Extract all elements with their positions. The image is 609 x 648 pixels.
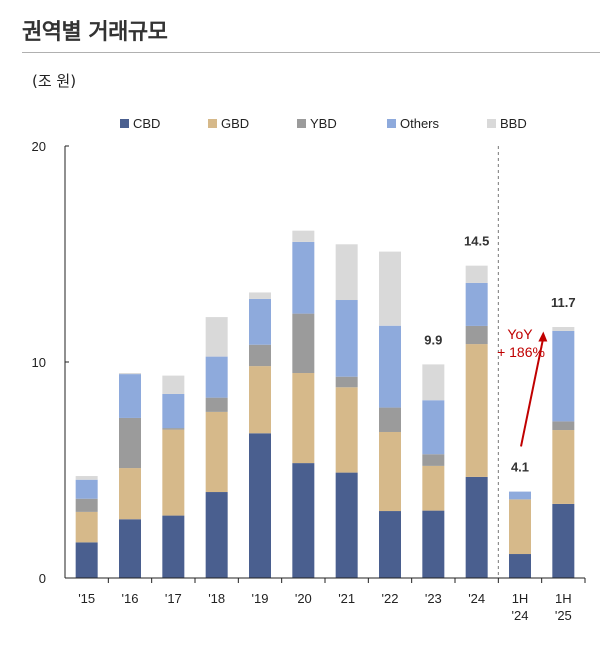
bar-segment-bbd (379, 251, 401, 326)
bar-segment-cbd (465, 476, 488, 578)
yoy-growth-label: + 186% (497, 344, 545, 360)
bar-segment-others (379, 325, 401, 408)
x-tick-label: '24 (468, 591, 485, 606)
bar-segment-cbd (379, 511, 401, 578)
x-tick-label: '20 (295, 591, 312, 606)
bar-segment-bbd (422, 364, 445, 401)
bar-segment-gbd (205, 411, 228, 493)
x-tick-label: '25 (555, 608, 572, 623)
y-tick-label: 10 (32, 355, 46, 370)
bar-segment-bbd (465, 265, 488, 283)
yoy-arrowhead-icon (538, 331, 548, 342)
bar-segment-cbd (119, 519, 141, 578)
bar-segment-cbd (162, 515, 185, 578)
bar-segment-cbd (75, 542, 98, 578)
bar-segment-ybd (422, 454, 445, 466)
bar-segment-bbd (162, 375, 185, 394)
bar-segment-bbd (205, 317, 228, 357)
bar-segment-others (119, 374, 141, 418)
bar-segment-cbd (509, 554, 531, 578)
page-title: 권역별 거래규모 (22, 20, 168, 45)
bar-segment-others (205, 356, 228, 398)
legend-swatch-others (387, 119, 396, 128)
yoy-arrow (520, 337, 545, 447)
bar-segment-gbd (162, 429, 185, 516)
bar-segment-ybd (335, 376, 358, 388)
total-label: 4.1 (511, 460, 529, 475)
legend-label-bbd: BBD (500, 116, 527, 131)
bar-segment-ybd (119, 417, 141, 469)
bar-segment-others (249, 298, 271, 345)
x-tick-label: '19 (252, 591, 269, 606)
total-label: 11.7 (551, 295, 576, 310)
x-tick-label: '15 (78, 591, 95, 606)
bar-segment-bbd (249, 292, 271, 299)
bar-segment-others (422, 400, 445, 455)
bar-segment-gbd (292, 373, 315, 464)
legend-swatch-ybd (297, 119, 306, 128)
bar-segment-bbd (75, 476, 98, 480)
unit-label: (조 원) (32, 72, 77, 90)
yoy-label: YoY (507, 326, 533, 342)
bar-segment-cbd (422, 510, 445, 578)
x-tick-label: '24 (512, 608, 529, 623)
bar-segment-gbd (379, 431, 401, 512)
bar-segment-gbd (552, 430, 575, 504)
bar-segment-cbd (335, 472, 358, 578)
bar-segment-bbd (552, 327, 575, 331)
bar-segment-ybd (552, 421, 575, 431)
bar-segment-cbd (552, 503, 575, 578)
title-divider (22, 52, 600, 53)
bar-segment-gbd (509, 499, 531, 555)
x-tick-label: '17 (165, 591, 182, 606)
bar-segment-gbd (422, 465, 445, 511)
legend-swatch-cbd (120, 119, 129, 128)
x-tick-label: '22 (382, 591, 399, 606)
bar-segment-ybd (162, 428, 185, 430)
bar-segment-others (162, 393, 185, 429)
bar-segment-ybd (379, 407, 401, 432)
x-tick-label: '23 (425, 591, 442, 606)
x-tick-label: '18 (208, 591, 225, 606)
x-tick-label: 1H (512, 591, 529, 606)
legend-swatch-gbd (208, 119, 217, 128)
x-tick-label: '21 (338, 591, 355, 606)
bar-segment-gbd (249, 366, 271, 434)
bar-segment-gbd (335, 387, 358, 473)
bar-segment-cbd (292, 463, 315, 578)
legend-swatch-bbd (487, 119, 496, 128)
x-tick-label: '16 (122, 591, 139, 606)
bar-segment-bbd (335, 244, 358, 301)
legend-label-cbd: CBD (133, 116, 160, 131)
bar-segment-others (335, 300, 358, 377)
total-label: 9.9 (424, 332, 442, 347)
y-tick-label: 20 (32, 139, 46, 154)
bar-segment-ybd (292, 313, 315, 374)
bar-segment-cbd (249, 433, 271, 578)
legend-label-gbd: GBD (221, 116, 249, 131)
bar-segment-others (75, 479, 98, 499)
bar-segment-ybd (75, 498, 98, 512)
bar-segment-gbd (75, 511, 98, 543)
bar-segment-bbd (292, 230, 315, 242)
bar-segment-gbd (119, 468, 141, 520)
bar-segment-others (552, 330, 575, 422)
legend-label-ybd: YBD (310, 116, 337, 131)
bar-segment-ybd (465, 325, 488, 345)
bar-segment-others (509, 491, 531, 500)
bar-segment-others (292, 241, 315, 314)
y-tick-label: 0 (39, 571, 46, 586)
bar-segment-ybd (249, 344, 271, 367)
bar-segment-gbd (465, 344, 488, 477)
legend-label-others: Others (400, 116, 440, 131)
bar-segment-bbd (119, 373, 141, 375)
bar-segment-cbd (205, 492, 228, 578)
total-label: 14.5 (464, 234, 489, 249)
bar-segment-others (465, 282, 488, 326)
x-tick-label: 1H (555, 591, 572, 606)
bar-segment-ybd (205, 397, 228, 412)
